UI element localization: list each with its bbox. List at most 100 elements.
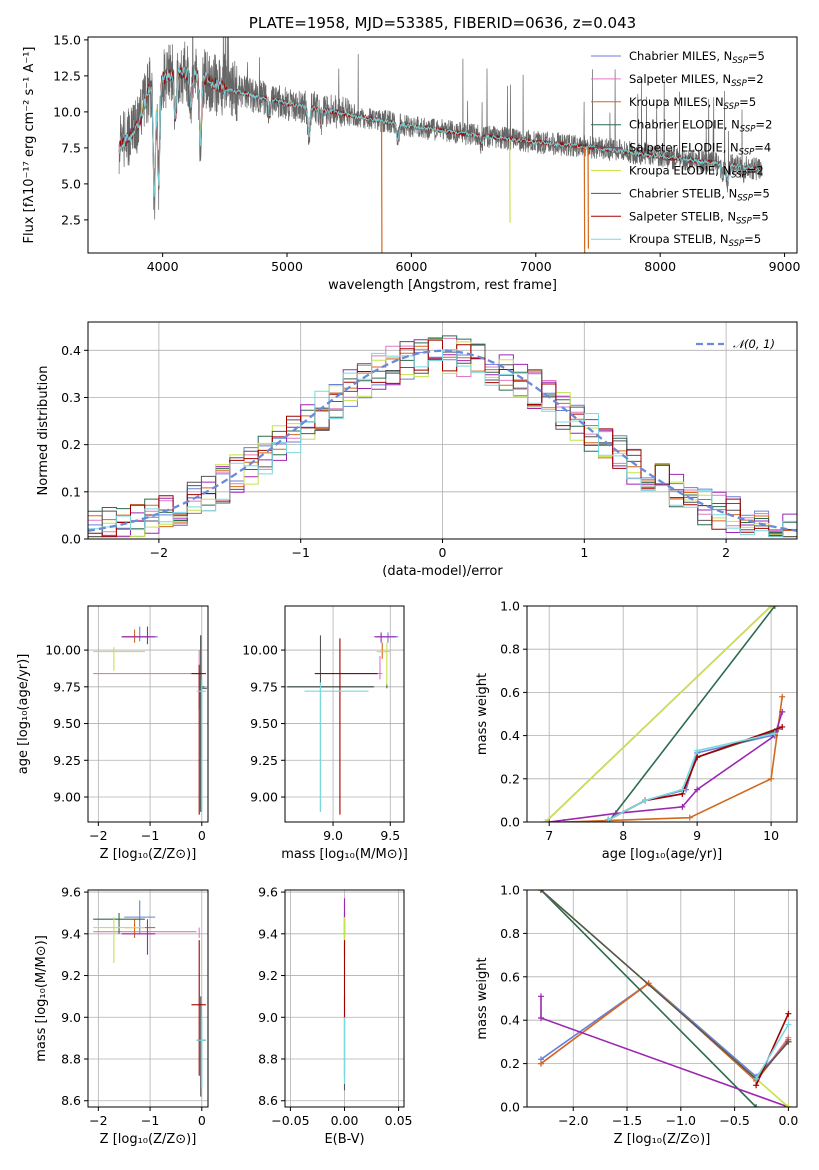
plot-area — [93, 626, 207, 815]
weight-marker — [542, 819, 549, 822]
axes-frame — [526, 605, 798, 823]
legend-subscript: SSP — [740, 125, 756, 135]
weight-marker — [537, 890, 544, 893]
y-tick-label: 9.2 — [258, 968, 278, 983]
legend-count: 5 — [754, 232, 761, 246]
legend-label: Chabrier MILES, N — [629, 49, 732, 63]
y-tick-label: 9.50 — [53, 716, 81, 731]
weight-marker — [771, 730, 778, 737]
legend-equals: = — [753, 186, 763, 200]
legend-entry: 𝒩(0, 1) — [733, 337, 775, 351]
x-axis-label: age [log₁₀(age/yr)] — [602, 847, 723, 862]
weight-marker — [694, 786, 701, 793]
weight-marker — [642, 797, 649, 804]
x-tick-label: −1.5 — [612, 1113, 642, 1128]
y-tick-label: 8.6 — [258, 1093, 278, 1108]
legend-label: Kroupa STELIB, N — [629, 232, 729, 246]
y-axis-label: age [log₁₀(age/yr)] — [16, 654, 31, 775]
weight-marker — [753, 1075, 760, 1082]
y-tick-label: 9.4 — [61, 926, 81, 941]
weight-marker — [537, 1015, 544, 1022]
axes-frame — [87, 36, 798, 254]
legend-equals: = — [752, 209, 762, 223]
x-axis-label: E(B-V) — [324, 1132, 364, 1147]
y-tick-label: 2.5 — [61, 212, 81, 227]
legend-equals: = — [744, 232, 754, 246]
y-tick-label: 1.0 — [500, 599, 520, 614]
weight-marker — [785, 1038, 792, 1045]
y-tick-label: 0.3 — [61, 390, 81, 405]
y-tick-label: 10.00 — [242, 643, 278, 658]
legend-entry: Kroupa ELODIE, NSSP=2 — [629, 164, 764, 181]
y-tick-label: 0.0 — [500, 1100, 520, 1115]
weight-marker — [771, 606, 778, 609]
y-tick-label: 9.50 — [250, 716, 278, 731]
x-tick-label: 5000 — [271, 259, 303, 274]
histogram-line — [88, 335, 797, 533]
y-tick-label: 0.8 — [500, 926, 520, 941]
y-tick-label: 9.0 — [258, 1010, 278, 1025]
weight-marker — [779, 693, 786, 700]
y-tick-label: 1.0 — [500, 883, 520, 898]
x-tick-label: 9 — [693, 828, 701, 843]
weight-line — [540, 890, 757, 1107]
legend-label: Chabrier ELODIE, N — [629, 118, 740, 132]
weight-marker — [785, 1104, 792, 1107]
legend-label: Chabrier STELIB, N — [629, 186, 737, 200]
x-axis-label: (data-model)/error — [382, 564, 503, 579]
weight-marker — [546, 819, 553, 822]
x-tick-label: 9000 — [769, 259, 801, 274]
legend-label: Salpeter MILES, N — [629, 72, 731, 86]
y-tick-label: 8.6 — [61, 1093, 81, 1108]
y-tick-label: 9.75 — [250, 679, 278, 694]
weight-marker — [753, 1082, 760, 1089]
legend-equals: = — [747, 164, 757, 178]
weight-marker — [785, 1010, 792, 1017]
y-tick-label: 9.4 — [258, 926, 278, 941]
y-tick-label: 12.5 — [53, 68, 81, 83]
weight-line — [608, 732, 775, 821]
x-tick-label: −2.0 — [558, 1113, 588, 1128]
legend-count: 5 — [758, 49, 765, 63]
legend-equals: = — [739, 95, 749, 109]
y-axis-label: mass weight — [475, 957, 490, 1039]
x-tick-label: 9.0 — [323, 828, 343, 843]
weight-marker — [537, 993, 544, 1000]
legend-entry: Kroupa STELIB, NSSP=5 — [629, 232, 761, 249]
weight-marker — [768, 606, 775, 609]
legend-entry: Salpeter ELODIE, NSSP=4 — [629, 141, 771, 158]
plot-area — [118, 37, 763, 253]
x-tick-label: 0.05 — [385, 1113, 413, 1128]
legend-subscript: SSP — [724, 102, 740, 112]
x-axis-label: wavelength [Angstrom, rest frame] — [328, 278, 557, 293]
x-tick-label: 0 — [198, 828, 206, 843]
y-tick-label: 10.0 — [53, 104, 81, 119]
weight-marker — [768, 775, 775, 782]
legend-count: 5 — [763, 186, 770, 200]
legend-subscript: SSP — [731, 171, 747, 181]
y-axis-label: mass [log₁₀(M/M⊙)] — [34, 935, 49, 1062]
weight-line — [607, 606, 776, 822]
legend-entry: Salpeter MILES, NSSP=2 — [629, 72, 764, 89]
y-tick-label: 0.6 — [500, 685, 520, 700]
legend-count: 5 — [761, 209, 768, 223]
plot-area — [93, 900, 206, 1097]
x-tick-label: 0 — [198, 1113, 206, 1128]
plot-area — [88, 335, 797, 538]
y-tick-label: 9.75 — [53, 679, 81, 694]
axes-frame — [284, 889, 405, 1108]
y-tick-label: 9.00 — [250, 790, 278, 805]
y-tick-label: 0.4 — [61, 343, 81, 358]
x-tick-label: 7 — [545, 828, 553, 843]
plot-area — [287, 632, 399, 815]
y-axis-label: mass weight — [475, 673, 490, 755]
panel-spectrum: 4000 5000 6000 7000 8000 9000 2.5 5.0 7.5 10.0 12.… — [22, 14, 801, 293]
legend-count: 2 — [756, 72, 763, 86]
x-tick-label: 9.5 — [380, 828, 400, 843]
legend-equals: = — [755, 118, 765, 132]
panel-mass_vs_EBV: −0.05 0.00 0.05 8.6 8.8 9.0 9.2 9.4 9.6 E(B-V) — [258, 885, 412, 1147]
panel-weight_vs_age: 7 8 9 10 0.0 0.2 0.4 0.6 0.8 1.0 age [log₁₀(age/yr… — [475, 599, 798, 862]
x-tick-label: 0.00 — [331, 1113, 359, 1128]
y-tick-label: 9.00 — [53, 790, 81, 805]
